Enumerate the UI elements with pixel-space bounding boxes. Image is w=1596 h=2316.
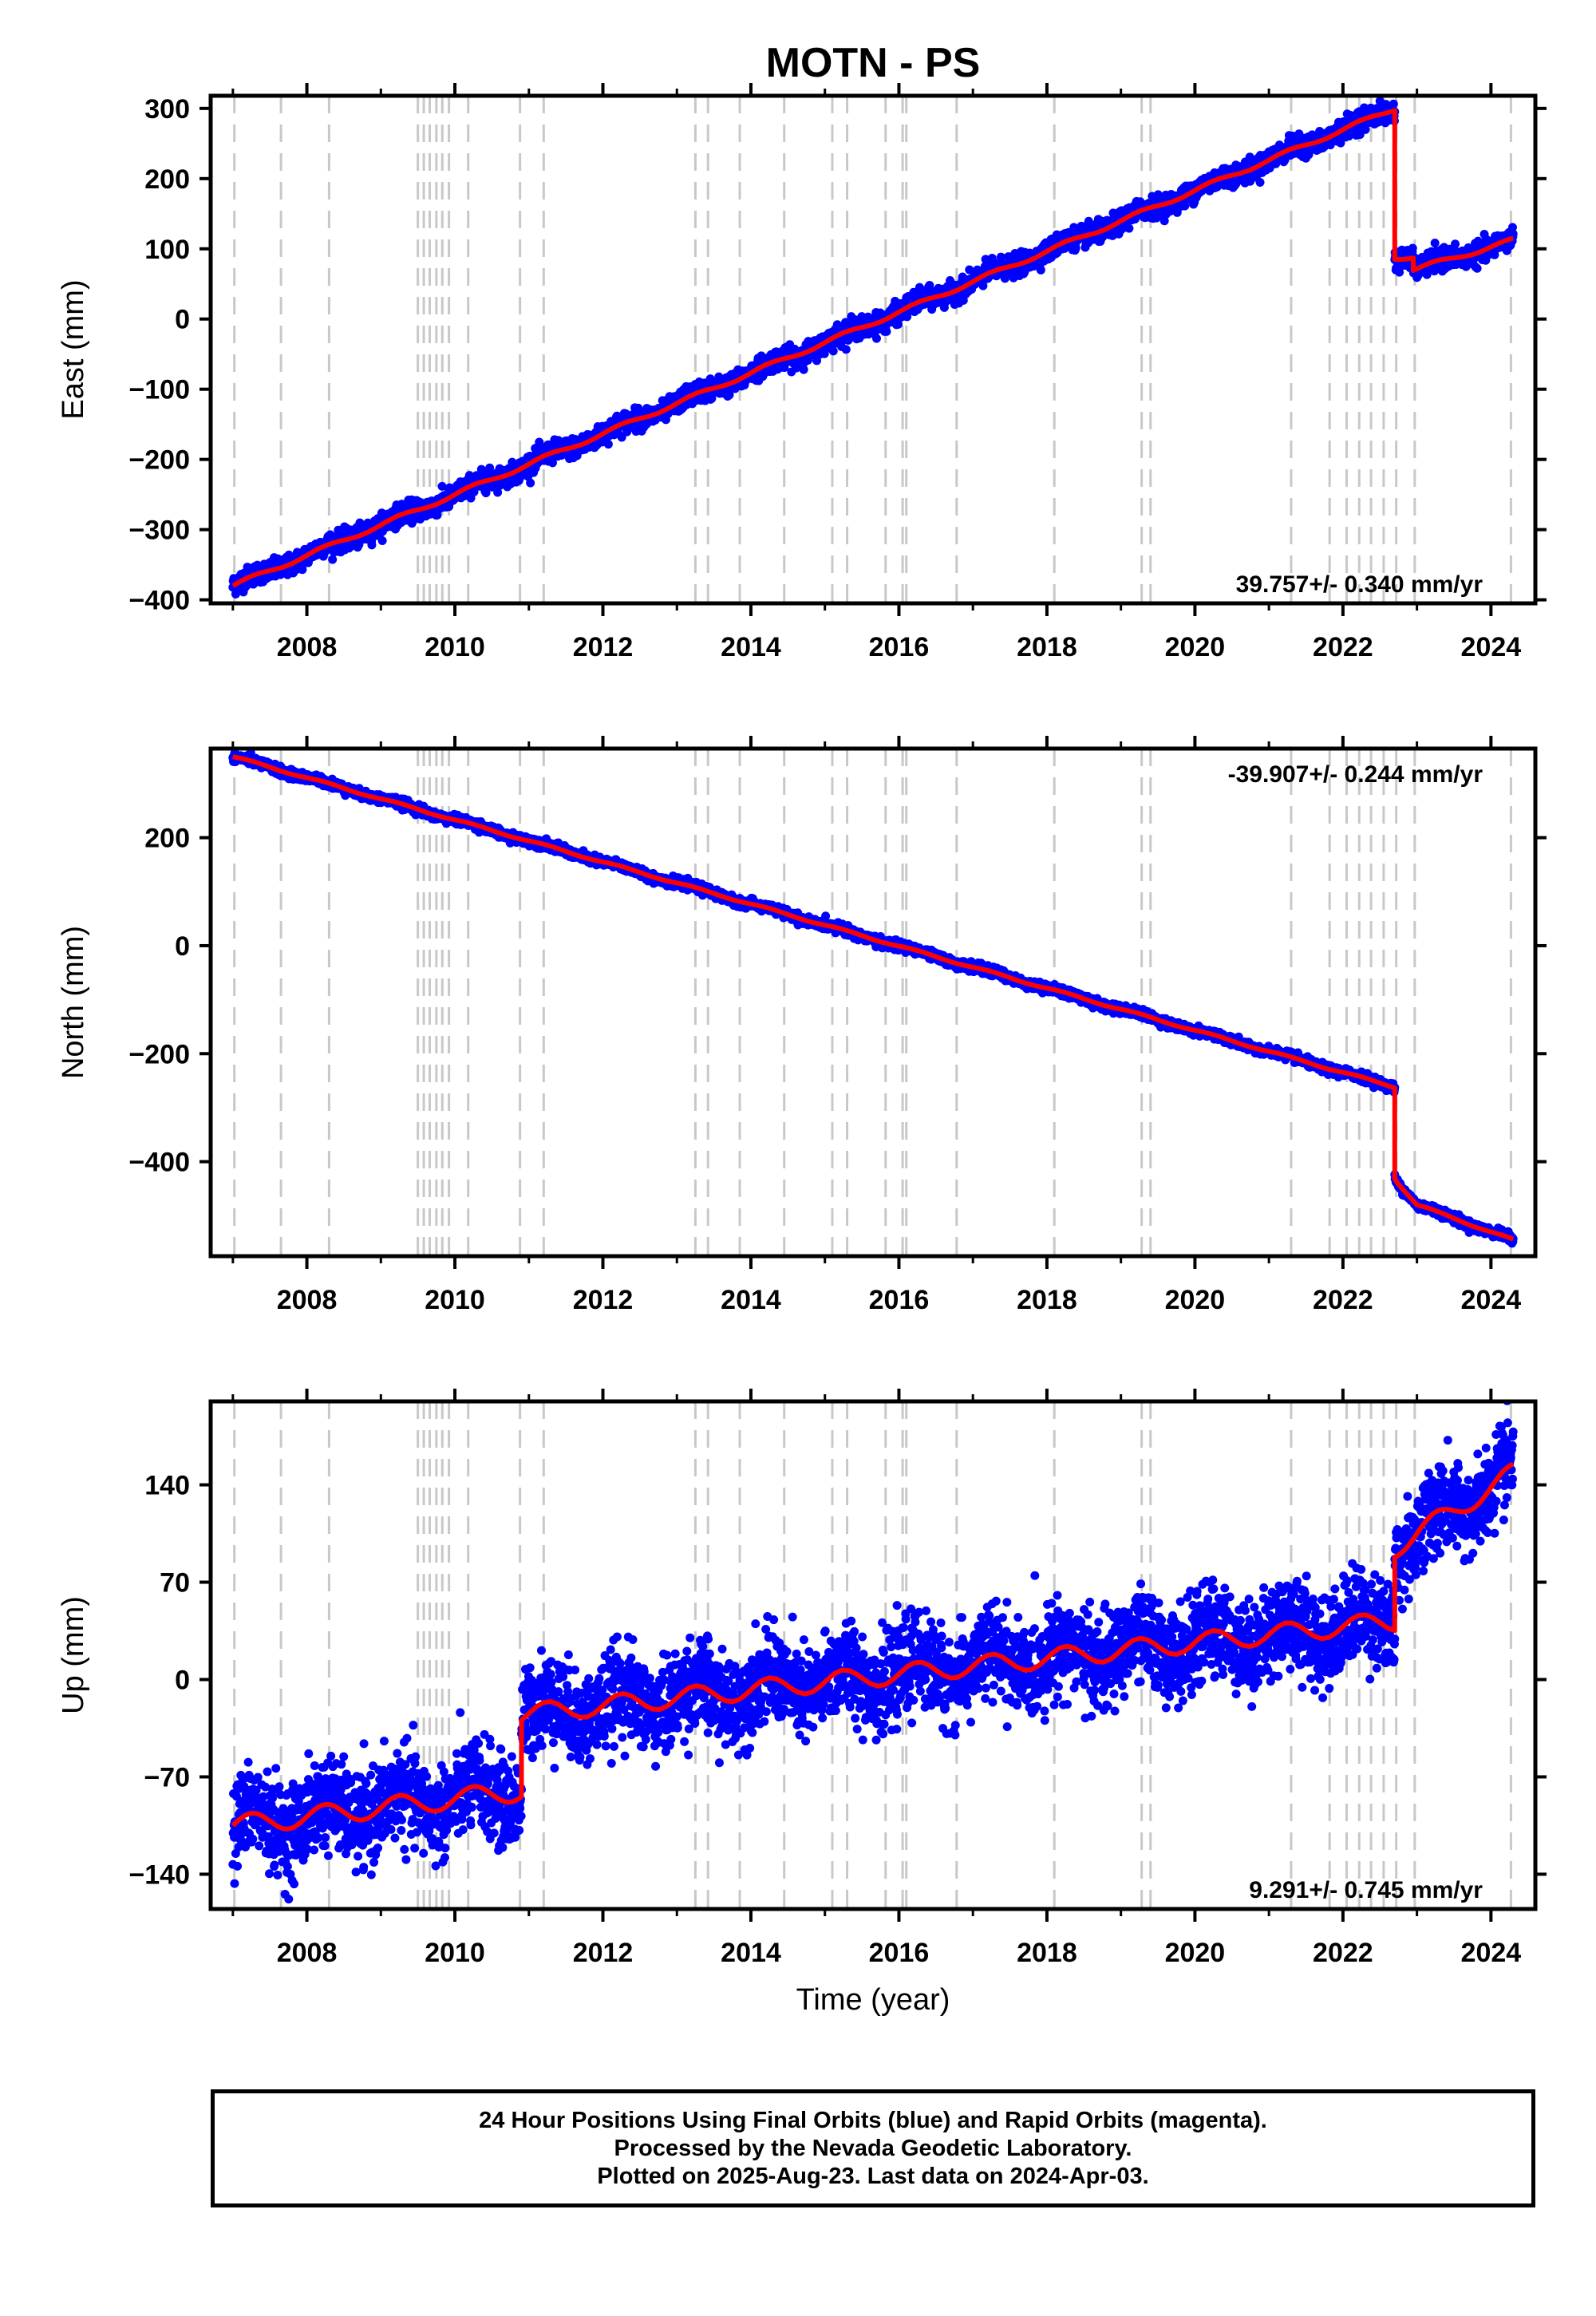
- east-data-point: [1336, 138, 1345, 148]
- east-data-point: [828, 346, 838, 356]
- east-rate-label: 39.757+/- 0.340 mm/yr: [1236, 571, 1483, 598]
- north-plot-area: [228, 749, 1518, 1256]
- east-data-point: [1408, 243, 1417, 253]
- east-data-point: [1159, 216, 1169, 226]
- east-data-point: [1430, 239, 1440, 248]
- east-data-point: [377, 536, 387, 545]
- east-data-point: [978, 281, 988, 290]
- east-data-point: [617, 433, 626, 442]
- east-model-line: [231, 108, 1515, 588]
- east-data-point: [871, 334, 881, 343]
- east-data-point: [1036, 265, 1045, 275]
- east-data-point: [841, 345, 851, 354]
- east-panel: 300 200 100 0 −100 −200 −300 −400 2008 2010 2012 20…: [57, 83, 1547, 662]
- north-data-points: [228, 749, 1518, 1248]
- east-data-point: [328, 555, 338, 564]
- east-data-point: [493, 488, 503, 497]
- east-data-point: [437, 481, 447, 491]
- east-data-point: [535, 437, 544, 447]
- east-data-point: [1180, 201, 1190, 211]
- east-x-tick-label: 2022: [1313, 632, 1373, 662]
- east-y-tick-label: −300: [128, 516, 190, 546]
- east-x-tick-label: 2014: [721, 632, 781, 662]
- east-x-tick-label: 2012: [573, 632, 634, 662]
- east-y-tick-label: −100: [128, 375, 190, 405]
- east-data-point: [481, 488, 491, 498]
- east-data-point: [1389, 99, 1398, 109]
- east-data-point: [725, 390, 734, 400]
- east-frame: [208, 93, 1538, 606]
- east-x-tick-label: 2024: [1461, 632, 1522, 662]
- east-data-point: [526, 478, 535, 488]
- figure-title: MOTN - PS: [766, 40, 981, 86]
- east-data-point: [1124, 223, 1134, 233]
- east-data-point: [1451, 239, 1460, 249]
- east-data-point: [1071, 243, 1080, 253]
- east-x-tick-label: 2020: [1165, 632, 1226, 662]
- east-data-point: [1255, 178, 1265, 188]
- east-x-tick-label: 2016: [869, 632, 930, 662]
- east-data-point: [547, 458, 557, 468]
- east-data-point: [1430, 266, 1440, 275]
- east-y-tick-label: −400: [128, 586, 190, 616]
- east-data-point: [1361, 124, 1370, 134]
- east-data-point: [799, 365, 808, 374]
- east-x-tick-label: 2018: [1017, 632, 1077, 662]
- east-data-point: [1507, 223, 1517, 232]
- east-data-point: [1508, 229, 1518, 239]
- east-data-point: [485, 463, 495, 472]
- east-y-tick-label: 100: [144, 235, 190, 265]
- east-y-tick-label: −200: [128, 445, 190, 476]
- east-data-point: [882, 326, 891, 336]
- east-y-tick-label: 300: [144, 94, 190, 124]
- east-data-point: [965, 265, 974, 275]
- east-data-point: [603, 440, 613, 449]
- east-data-point: [1472, 263, 1482, 273]
- east-y-tick-label: 200: [144, 164, 190, 195]
- east-y-axis-label: East (mm): [57, 279, 90, 419]
- east-plot-area: [228, 96, 1518, 603]
- east-x-tick-label: 2010: [425, 632, 485, 662]
- east-x-tick-label: 2008: [277, 632, 338, 662]
- east-data-point: [1395, 267, 1404, 277]
- east-data-point: [996, 252, 1005, 262]
- east-data-point: [925, 280, 934, 290]
- east-y-tick-label: 0: [175, 305, 190, 335]
- east-data-point: [367, 540, 377, 550]
- east-data-points: [228, 97, 1518, 599]
